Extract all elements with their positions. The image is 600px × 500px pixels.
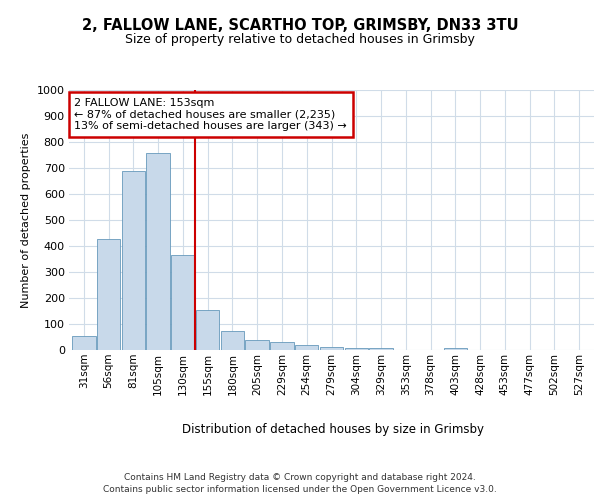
Bar [344, 348, 368, 350]
Bar [122, 171, 145, 350]
Bar [369, 348, 393, 350]
Bar [171, 255, 194, 350]
Text: Contains public sector information licensed under the Open Government Licence v3: Contains public sector information licen… [103, 485, 497, 494]
Bar [196, 310, 220, 350]
Text: 2, FALLOW LANE, SCARTHO TOP, GRIMSBY, DN33 3TU: 2, FALLOW LANE, SCARTHO TOP, GRIMSBY, DN… [82, 18, 518, 32]
Bar [295, 346, 319, 350]
Bar [146, 153, 170, 350]
Y-axis label: Number of detached properties: Number of detached properties [21, 132, 31, 308]
Bar [270, 342, 294, 350]
Text: Size of property relative to detached houses in Grimsby: Size of property relative to detached ho… [125, 32, 475, 46]
Bar [72, 336, 95, 350]
Bar [97, 240, 121, 350]
Bar [320, 347, 343, 350]
Text: 2 FALLOW LANE: 153sqm
← 87% of detached houses are smaller (2,235)
13% of semi-d: 2 FALLOW LANE: 153sqm ← 87% of detached … [74, 98, 347, 131]
Bar [245, 340, 269, 350]
Text: Contains HM Land Registry data © Crown copyright and database right 2024.: Contains HM Land Registry data © Crown c… [124, 472, 476, 482]
Bar [221, 330, 244, 350]
Text: Distribution of detached houses by size in Grimsby: Distribution of detached houses by size … [182, 422, 484, 436]
Bar [443, 348, 467, 350]
